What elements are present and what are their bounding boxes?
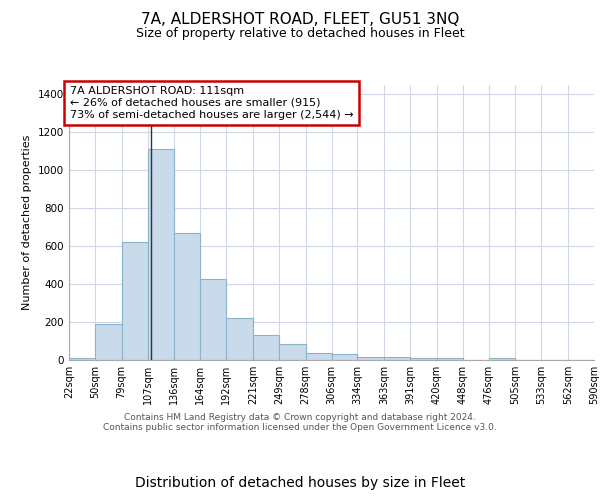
Bar xyxy=(305,354,332,360)
Bar xyxy=(384,357,410,360)
Bar xyxy=(279,344,305,360)
Bar xyxy=(437,358,463,360)
Bar xyxy=(410,358,437,360)
Text: Size of property relative to detached houses in Fleet: Size of property relative to detached ho… xyxy=(136,28,464,40)
Bar xyxy=(358,356,384,360)
Bar xyxy=(122,242,148,360)
Bar xyxy=(226,318,253,360)
Bar xyxy=(253,336,279,360)
Y-axis label: Number of detached properties: Number of detached properties xyxy=(22,135,32,310)
Bar xyxy=(148,150,175,360)
Bar xyxy=(175,233,200,360)
Bar xyxy=(95,324,122,360)
Bar xyxy=(332,354,358,360)
Text: Contains HM Land Registry data © Crown copyright and database right 2024.
Contai: Contains HM Land Registry data © Crown c… xyxy=(103,412,497,432)
Bar xyxy=(488,358,515,360)
Text: 7A, ALDERSHOT ROAD, FLEET, GU51 3NQ: 7A, ALDERSHOT ROAD, FLEET, GU51 3NQ xyxy=(141,12,459,28)
Text: Distribution of detached houses by size in Fleet: Distribution of detached houses by size … xyxy=(135,476,465,490)
Bar xyxy=(200,280,226,360)
Bar xyxy=(69,358,95,360)
Text: 7A ALDERSHOT ROAD: 111sqm
← 26% of detached houses are smaller (915)
73% of semi: 7A ALDERSHOT ROAD: 111sqm ← 26% of detac… xyxy=(70,86,353,120)
